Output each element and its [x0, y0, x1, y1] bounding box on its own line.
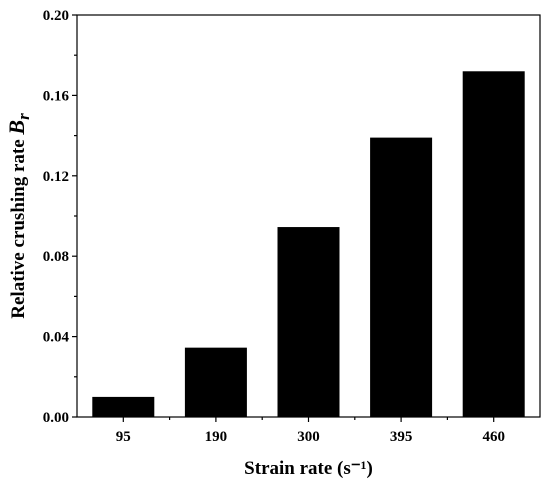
x-tick-label: 460 [482, 429, 505, 445]
plot-frame [76, 14, 541, 418]
y-tick-label: 0.08 [43, 249, 69, 265]
y-tick-label: 0.04 [43, 330, 70, 346]
y-tick-label: 0.20 [43, 8, 69, 24]
y-ticks-group: 0.00 0.04 0.08 0.12 0.16 0.20 [43, 8, 77, 426]
y-axis-label-subscript: r [14, 113, 33, 120]
x-ticks-group: 95 190 300 395 460 [116, 417, 505, 445]
x-tick-label: 95 [116, 429, 131, 445]
y-axis-label-main: Relative crushing rate [8, 135, 29, 319]
y-axis-label: Relative crushing rate Br [4, 113, 33, 319]
x-tick-label: 395 [390, 429, 413, 445]
bar-460 [462, 71, 525, 417]
x-tick-label: 300 [297, 429, 320, 445]
y-tick-label: 0.00 [43, 410, 69, 426]
bar-395 [370, 137, 433, 418]
x-axis-label: Strain rate (s⁻¹) [244, 458, 373, 479]
bar-190 [184, 347, 247, 417]
bars-group [92, 71, 525, 418]
bar-300 [277, 227, 340, 417]
y-tick-label: 0.12 [43, 169, 69, 185]
y-axis-label-symbol: B [4, 120, 29, 136]
y-tick-label: 0.16 [43, 88, 70, 104]
x-tick-label: 190 [205, 429, 228, 445]
bar-95 [92, 396, 155, 417]
